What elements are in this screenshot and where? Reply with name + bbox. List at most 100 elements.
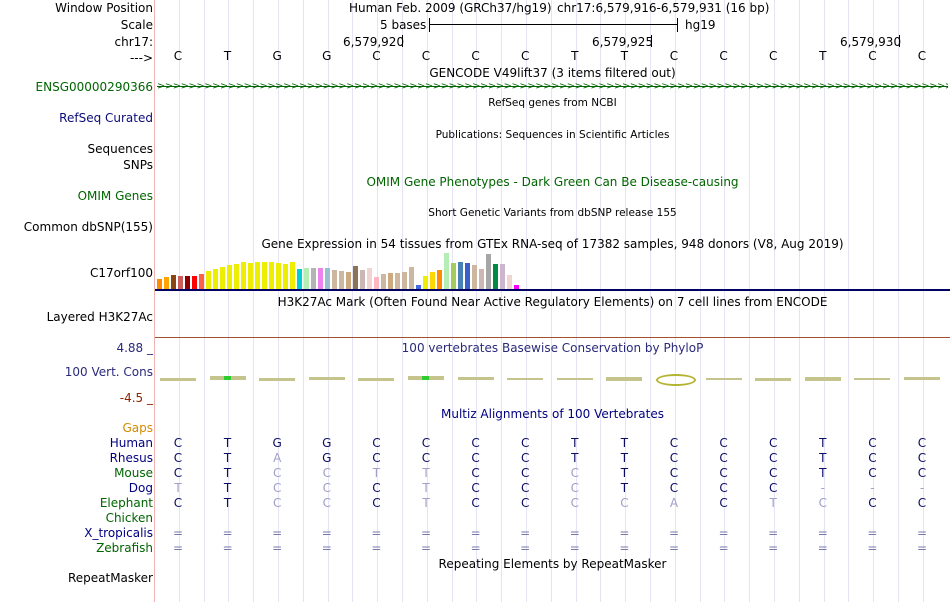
gtex-tissue-bar[interactable]	[241, 262, 246, 289]
gtex-tissue-bar[interactable]	[423, 276, 428, 289]
gencode-gene-label[interactable]: ENSG00000290366	[35, 80, 153, 94]
phylop-title[interactable]: 100 vertebrates Basewise Conservation by…	[401, 341, 704, 355]
gtex-tissue-bar[interactable]	[479, 269, 484, 289]
gtex-tissue-bar[interactable]	[332, 270, 337, 289]
gtex-tissue-bar[interactable]	[395, 273, 400, 289]
refseq-label[interactable]: RefSeq Curated	[59, 111, 153, 125]
reference-base: C	[520, 49, 530, 63]
gtex-tissue-bar[interactable]	[213, 269, 218, 289]
gtex-tissue-bar[interactable]	[381, 274, 386, 289]
gtex-tissue-bar[interactable]	[486, 254, 491, 289]
gtex-tissue-bar[interactable]	[458, 262, 463, 289]
gtex-tissue-bar[interactable]	[262, 262, 267, 289]
species-label[interactable]: X_tropicalis	[84, 526, 153, 540]
publications-label[interactable]: Sequences	[87, 142, 153, 156]
gtex-tissue-bar[interactable]	[339, 271, 344, 289]
gtex-tissue-bar[interactable]	[465, 263, 470, 289]
gtex-tissue-bar[interactable]	[500, 264, 505, 289]
species-label[interactable]: Elephant	[99, 496, 153, 510]
gtex-tissue-bar[interactable]	[353, 266, 358, 289]
phylop-score-mark	[656, 374, 696, 386]
gtex-tissue-bar[interactable]	[255, 262, 260, 289]
multiz-title[interactable]: Multiz Alignments of 100 Vertebrates	[440, 407, 665, 421]
gtex-tissue-bar[interactable]	[248, 263, 253, 289]
repeatmasker-title[interactable]: Repeating Elements by RepeatMasker	[438, 557, 667, 571]
gtex-tissue-bar[interactable]	[206, 271, 211, 289]
gtex-gene-label[interactable]: C17orf100	[89, 266, 153, 280]
gtex-tissue-bar[interactable]	[199, 274, 204, 289]
gencode-gene-line[interactable]	[157, 86, 948, 87]
gtex-tissue-bar[interactable]	[283, 264, 288, 289]
gtex-tissue-bar[interactable]	[290, 262, 295, 289]
gtex-tissue-bar[interactable]	[507, 275, 512, 289]
gtex-tissue-bar[interactable]	[514, 285, 519, 289]
gtex-tissue-bar[interactable]	[346, 272, 351, 289]
aligned-base: =	[272, 541, 283, 555]
species-label[interactable]: Chicken	[105, 511, 153, 525]
gtex-tissue-bar[interactable]	[234, 264, 239, 289]
gencode-strand-arrows[interactable]: >>>>>>>>>>>>>>>>>>>>>>>>>>>>>>>>>>>>>>>>…	[157, 81, 948, 92]
gtex-tissue-bar[interactable]	[297, 269, 302, 289]
omim-title[interactable]: OMIM Gene Phenotypes - Dark Green Can Be…	[366, 175, 739, 189]
dbsnp-label[interactable]: Common dbSNP(155)	[23, 220, 153, 234]
gtex-tissue-bar[interactable]	[318, 268, 323, 289]
species-label[interactable]: Dog	[128, 481, 153, 495]
gtex-tissue-bar[interactable]	[451, 263, 456, 289]
gaps-label[interactable]: Gaps	[122, 421, 153, 435]
gtex-tissue-bar[interactable]	[276, 263, 281, 289]
gtex-tissue-bar[interactable]	[388, 273, 393, 289]
gtex-tissue-bar[interactable]	[444, 253, 449, 289]
gtex-tissue-bar[interactable]	[185, 276, 190, 289]
gtex-tissue-bar[interactable]	[472, 265, 477, 289]
gtex-title[interactable]: Gene Expression in 54 tissues from GTEx …	[261, 237, 844, 251]
gtex-tissue-bar[interactable]	[493, 264, 498, 289]
gtex-tissue-bar[interactable]	[227, 265, 232, 289]
aligned-base: T	[571, 451, 579, 465]
publications-title[interactable]: Publications: Sequences in Scientific Ar…	[435, 129, 670, 141]
gtex-tissue-bar[interactable]	[409, 267, 414, 289]
phylop-label[interactable]: 100 Vert. Cons	[64, 365, 153, 379]
gtex-tissue-bar[interactable]	[192, 276, 197, 289]
species-label[interactable]: Mouse	[114, 466, 153, 480]
dbsnp-title[interactable]: Short Genetic Variants from dbSNP releas…	[428, 207, 677, 219]
gtex-tissue-bar[interactable]	[374, 277, 379, 289]
omim-label[interactable]: OMIM Genes	[77, 189, 153, 203]
aligned-base: C	[719, 496, 728, 510]
gtex-tissue-bar[interactable]	[269, 262, 274, 289]
gtex-tissue-bar[interactable]	[311, 268, 316, 289]
aligned-base: T	[372, 466, 381, 480]
h3k27ac-title[interactable]: H3K27Ac Mark (Often Found Near Active Re…	[277, 295, 828, 309]
gencode-title[interactable]: GENCODE V49lift37 (3 items filtered out)	[429, 66, 676, 80]
aligned-base: T	[819, 436, 827, 450]
gtex-tissue-bar[interactable]	[304, 268, 309, 289]
aligned-base: C	[768, 481, 778, 495]
aligned-base: C	[471, 481, 480, 495]
species-label[interactable]: Zebrafish	[96, 541, 153, 555]
gtex-tissue-bar[interactable]	[178, 276, 183, 289]
phylop-peak-mark	[422, 376, 429, 380]
gtex-tissue-bar[interactable]	[402, 272, 407, 289]
gtex-tissue-bar[interactable]	[164, 277, 169, 289]
gtex-bar-chart[interactable]	[157, 252, 537, 289]
gtex-tissue-bar[interactable]	[360, 270, 365, 289]
coord-1: 6,579,920	[343, 35, 405, 49]
repeatmasker-label[interactable]: RepeatMasker	[67, 571, 153, 585]
aligned-base: =	[867, 541, 878, 555]
gtex-tissue-bar[interactable]	[157, 279, 162, 289]
gtex-tissue-bar[interactable]	[171, 275, 176, 289]
aligned-base: G	[322, 451, 332, 465]
gtex-tissue-bar[interactable]	[430, 272, 435, 289]
aligned-base: T	[620, 451, 629, 465]
species-label[interactable]: Rhesus	[109, 451, 153, 465]
gtex-tissue-bar[interactable]	[437, 270, 442, 289]
gtex-tissue-bar[interactable]	[416, 285, 421, 289]
aligned-base: =	[371, 526, 382, 540]
h3k27ac-label[interactable]: Layered H3K27Ac	[46, 310, 153, 324]
refseq-title[interactable]: RefSeq genes from NCBI	[488, 97, 617, 109]
gtex-tissue-bar[interactable]	[220, 267, 225, 289]
gtex-tissue-bar[interactable]	[325, 268, 330, 289]
gtex-tissue-bar[interactable]	[367, 268, 372, 289]
species-label[interactable]: Human	[109, 436, 153, 450]
snps-label[interactable]: SNPs	[123, 158, 153, 172]
